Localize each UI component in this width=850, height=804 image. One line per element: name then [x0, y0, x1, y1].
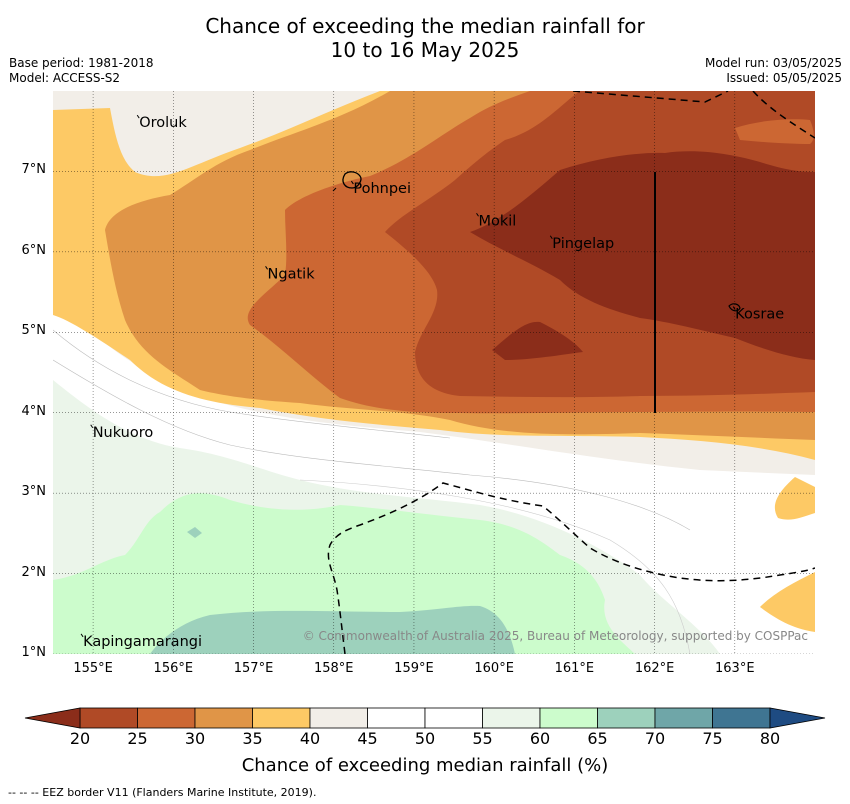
colorbar-tick-label: 55	[472, 729, 493, 748]
map-title: Chance of exceeding the median rainfall …	[0, 14, 850, 62]
colorbar-cell	[712, 707, 771, 729]
colorbar-tick-label: 50	[414, 729, 436, 748]
latitude-tick-label: 6°N	[21, 242, 47, 258]
colorbar-tick-label: 70	[644, 729, 666, 748]
colorbar-cell	[252, 707, 311, 729]
colorbar-tick-label: 80	[759, 729, 781, 748]
latitude-tick-label: 2°N	[21, 564, 47, 580]
place-label-kapingamarangi: Kapingamarangi	[83, 634, 202, 650]
place-label-oroluk: Oroluk	[139, 115, 187, 131]
model-text: Model: ACCESS-S2	[9, 71, 121, 85]
colorbar-cell	[137, 707, 196, 729]
colorbar-tick-label: 45	[357, 729, 378, 748]
place-label-nukuoro: Nukuoro	[93, 425, 154, 441]
colorbar-cell	[539, 707, 598, 729]
colorbar-tick-label: 60	[529, 729, 551, 748]
colorbar-tick-label: 20	[69, 729, 91, 748]
graticule	[53, 91, 815, 654]
colorbar-tick-label: 35	[242, 729, 263, 748]
colorbar-cell	[367, 707, 426, 729]
longitude-tick-label: 159°E	[394, 661, 434, 676]
latitude-tick-label: 3°N	[21, 484, 47, 500]
eez-border-topright	[752, 91, 815, 139]
longitude-tick-label: 158°E	[313, 661, 354, 676]
colorbar-cell	[597, 707, 656, 729]
title-line-1: Chance of exceeding the median rainfall …	[205, 14, 645, 38]
colorbar-cell	[654, 707, 713, 729]
longitude-tick-label: 157°E	[233, 661, 274, 676]
base-period-text: Base period: 1981-2018	[9, 56, 154, 70]
colorbar-extend-high	[769, 707, 826, 729]
contour-band-25-30-patch	[735, 119, 814, 144]
longitude-tick-label: 160°E	[474, 661, 514, 676]
contour-band-65-70	[150, 605, 515, 654]
eez-border-south	[327, 482, 815, 654]
rainfall-map: Oroluk Pohnpei Mokil Pingelap Ngatik Kosrae Nu…	[53, 91, 815, 654]
colorbar-tick-label: 65	[587, 729, 608, 748]
colorbar-tick-label: 40	[299, 729, 321, 748]
pohnpei-island-outline	[342, 171, 362, 189]
contour-band-lt20	[470, 151, 815, 360]
title-line-2: 10 to 16 May 2025	[330, 38, 520, 62]
colorbar-cell	[482, 707, 541, 729]
place-label-pohnpei: Pohnpei	[353, 181, 411, 197]
colorbar-extend-low	[24, 707, 81, 729]
issued-text: Issued: 05/05/2025	[726, 71, 842, 85]
latitude-tick-label: 4°N	[21, 403, 47, 419]
colorbar-cell	[79, 707, 138, 729]
kosrae-island-outline	[728, 303, 741, 312]
latitude-tick-label: 1°N	[21, 645, 47, 660]
place-label-kosrae: Kosrae	[735, 307, 784, 323]
copyright-text: © Commonwealth of Australia 2025, Bureau…	[303, 629, 808, 643]
colorbar-tick-label: 75	[702, 729, 723, 748]
colorbar-cell	[424, 707, 483, 729]
model-run-text: Model run: 03/05/2025	[704, 56, 842, 70]
colorbar	[24, 707, 826, 729]
longitude-tick-label: 161°E	[554, 661, 595, 676]
place-label-ngatik: Ngatik	[268, 266, 316, 282]
colorbar-label: Chance of exceeding median rainfall (%)	[241, 755, 609, 776]
colorbar-tick-label: 25	[127, 729, 148, 748]
place-label-pingelap: Pingelap	[552, 236, 614, 252]
place-label-mokil: Mokil	[479, 213, 517, 229]
contour-fill-layer	[53, 91, 815, 654]
colorbar-tick-label: 30	[184, 729, 206, 748]
eez-footnote: -- -- -- EEZ border V11 (Flanders Marine…	[8, 786, 317, 799]
colorbar-cell	[309, 707, 368, 729]
latitude-tick-label: 7°N	[21, 162, 47, 178]
eez-border-top	[572, 91, 729, 103]
latitude-tick-label: 5°N	[21, 323, 47, 339]
longitude-tick-label: 163°E	[715, 661, 755, 676]
longitude-tick-label: 162°E	[634, 661, 675, 676]
contour-band-65-70-patch	[187, 527, 202, 538]
place-labels: Oroluk Pohnpei Mokil Pingelap Ngatik Kosrae Nu…	[80, 114, 784, 650]
colorbar-cell	[194, 707, 253, 729]
longitude-tick-label: 155°E	[73, 661, 113, 676]
longitude-tick-label: 156°E	[153, 661, 194, 676]
contour-band-lt20-patch	[492, 321, 583, 360]
